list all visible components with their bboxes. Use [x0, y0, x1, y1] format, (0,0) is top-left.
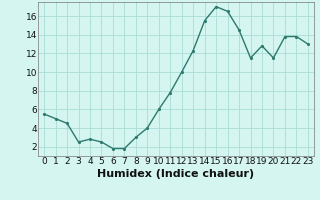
- X-axis label: Humidex (Indice chaleur): Humidex (Indice chaleur): [97, 169, 255, 179]
